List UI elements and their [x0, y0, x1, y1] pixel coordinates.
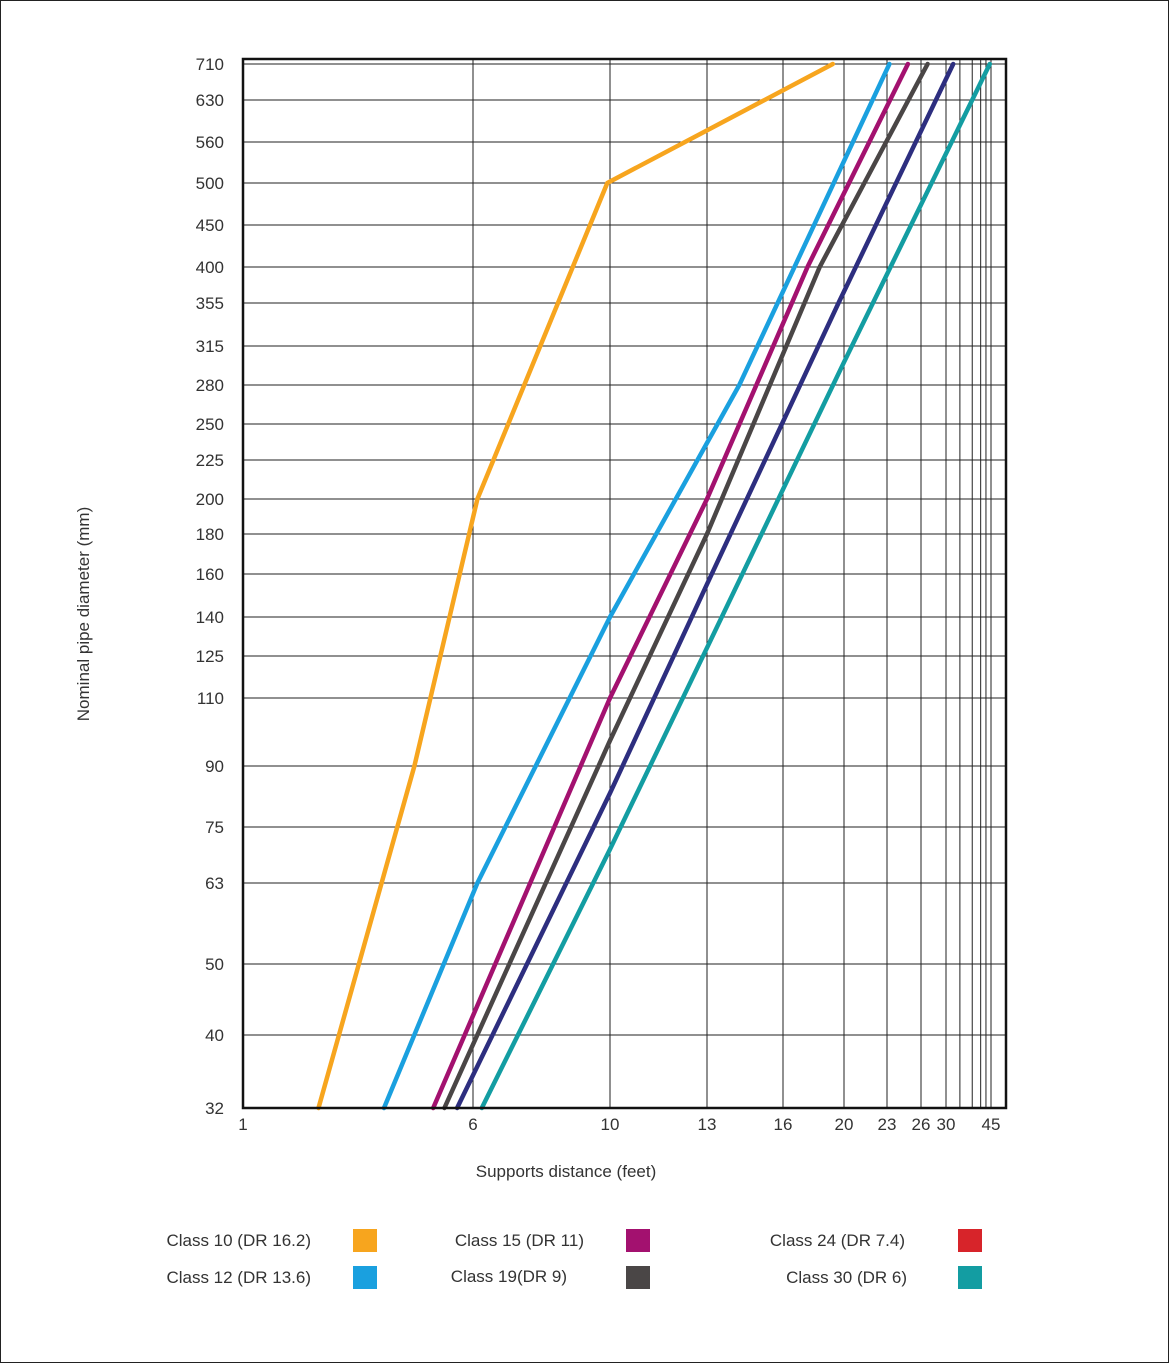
legend-label: Class 30 (DR 6)	[786, 1268, 907, 1287]
series-line-1	[316, 61, 836, 1111]
series-lines	[316, 61, 993, 1111]
legend-swatch	[353, 1266, 377, 1289]
y-tick-label: 225	[196, 451, 224, 470]
x-tick-label: 23	[878, 1115, 897, 1134]
y-tick-label: 32	[205, 1099, 224, 1118]
legend-label: Class 10 (DR 16.2)	[166, 1231, 311, 1250]
legend-label: Class 19(DR 9)	[451, 1267, 567, 1286]
x-tick-label: 10	[601, 1115, 620, 1134]
y-tick-label: 110	[197, 689, 224, 708]
series-line-3	[430, 61, 911, 1111]
plot-frame	[241, 57, 1008, 1110]
y-tick-label: 160	[196, 565, 224, 584]
legend-swatch	[626, 1266, 650, 1289]
y-tick-label: 140	[196, 608, 224, 627]
x-tick-label: 30	[937, 1115, 956, 1134]
y-tick-label: 400	[196, 258, 224, 277]
x-tick-label: 13	[698, 1115, 717, 1134]
y-tick-label: 180	[196, 525, 224, 544]
y-axis-title: Nominal pipe diameter (mm)	[74, 507, 93, 721]
y-tick-label: 75	[205, 818, 224, 837]
y-tick-label: 315	[196, 337, 224, 356]
y-tick-label: 280	[196, 376, 224, 395]
series-line-6	[479, 61, 993, 1111]
x-tick-label: 20	[835, 1115, 854, 1134]
y-tick-label: 50	[205, 955, 224, 974]
tick-labels: 3240506375901101251401601802002252502803…	[196, 55, 1001, 1134]
y-tick-label: 200	[196, 490, 224, 509]
y-tick-label: 125	[196, 647, 224, 666]
y-tick-label: 450	[196, 216, 224, 235]
x-axis-title: Supports distance (feet)	[476, 1162, 656, 1181]
x-tick-label: 1	[238, 1115, 247, 1134]
legend-swatch	[958, 1229, 982, 1252]
x-tick-label: 45	[982, 1115, 1001, 1134]
y-tick-label: 90	[205, 757, 224, 776]
legend-label: Class 12 (DR 13.6)	[166, 1268, 311, 1287]
x-tick-label: 16	[774, 1115, 793, 1134]
grid	[242, 59, 1006, 1109]
legend: Class 10 (DR 16.2) Class 12 (DR 13.6) Clas…	[166, 1229, 982, 1289]
y-tick-label: 250	[196, 415, 224, 434]
x-tick-label: 26	[912, 1115, 931, 1134]
series-line-4	[442, 61, 930, 1111]
y-tick-label: 355	[196, 294, 224, 313]
series-line-5	[454, 61, 956, 1111]
legend-swatch	[626, 1229, 650, 1252]
legend-swatch	[353, 1229, 377, 1252]
y-tick-label: 500	[196, 174, 224, 193]
y-tick-label: 710	[196, 55, 224, 74]
legend-label: Class 15 (DR 11)	[455, 1231, 584, 1250]
legend-label: Class 24 (DR 7.4)	[770, 1231, 905, 1250]
legend-swatch	[958, 1266, 982, 1289]
x-tick-label: 6	[468, 1115, 477, 1134]
series-line-2	[381, 61, 892, 1111]
y-tick-label: 630	[196, 91, 224, 110]
y-tick-label: 560	[196, 133, 224, 152]
y-tick-label: 40	[205, 1026, 224, 1045]
y-tick-label: 63	[205, 874, 224, 893]
